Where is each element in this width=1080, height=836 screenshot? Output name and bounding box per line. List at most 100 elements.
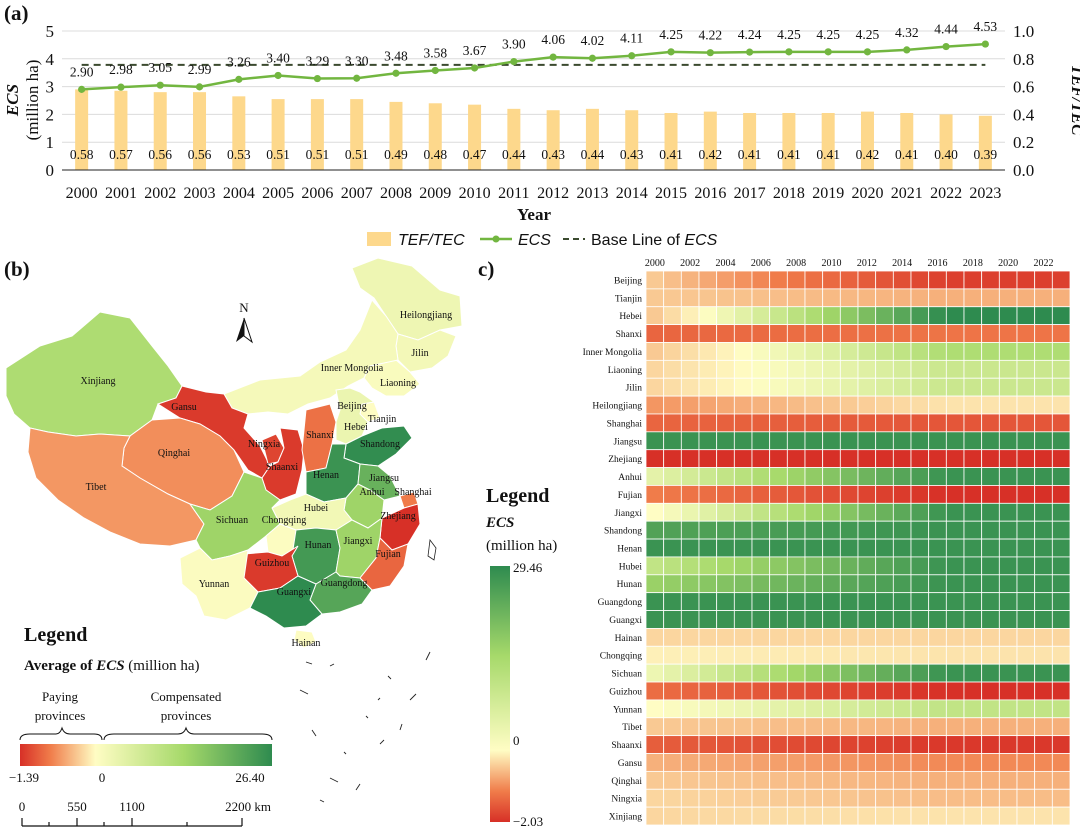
cell-sichuan-2019 (981, 663, 1000, 683)
cell-shanxi-2005 (733, 324, 753, 343)
row-label-jiangxi: Jiangxi (615, 509, 643, 519)
cell-hainan-2012 (857, 628, 877, 647)
cell-fujian-2000 (645, 485, 665, 504)
cell-fujian-2019 (981, 485, 1000, 504)
cell-xinjiang-2003 (698, 806, 718, 826)
ecs-point-2006 (313, 74, 321, 83)
cell-shanxi-2010 (822, 324, 841, 343)
cell-xinjiang-2020 (998, 806, 1018, 826)
south-sea-islands (299, 651, 431, 803)
legend-bar-swatch (367, 232, 391, 246)
cell-yunnan-2008 (786, 699, 806, 719)
cell-zhejiang-2022 (1034, 449, 1053, 468)
cell-chongqing-2005 (733, 645, 753, 665)
x-tick-2010: 2010 (459, 185, 491, 202)
tef-label-2006: 0.51 (306, 147, 330, 162)
cell-hunan-2003 (698, 574, 718, 594)
cell-guizhou-2014 (892, 681, 912, 701)
cell-qinghai-2014 (892, 770, 912, 790)
cell-fujian-2003 (698, 485, 718, 504)
cell-henan-2009 (804, 538, 824, 558)
x-tick-2009: 2009 (419, 185, 451, 202)
province-label-shanxi: Shanxi (306, 430, 334, 441)
row-label-liaoning: Liaoning (608, 366, 643, 376)
cell-yunnan-2016 (928, 699, 947, 719)
cell-guangxi-2008 (786, 610, 806, 629)
cell-jilin-2019 (981, 377, 1000, 397)
cell-beijing-2007 (769, 270, 788, 290)
ecs-label-2012: 4.06 (541, 32, 565, 47)
ecs-point-2015 (667, 48, 675, 56)
cell-hunan-2013 (875, 574, 894, 594)
cell-hunan-2006 (751, 574, 771, 594)
cell-zhejiang-2010 (822, 449, 841, 468)
cell-zhejiang-2014 (892, 449, 912, 468)
cell-beijing-2003 (698, 270, 718, 290)
cell-hebei-2001 (663, 306, 682, 326)
cell-shanghai-2009 (804, 413, 824, 433)
cell-hunan-2022 (1034, 574, 1053, 594)
cell-chongqing-2011 (839, 645, 859, 665)
cell-hunan-2000 (645, 574, 665, 594)
cell-hunan-2023 (1051, 574, 1071, 594)
ecs-point-2001 (117, 83, 125, 91)
cell-henan-2007 (769, 538, 788, 558)
heatmap-row-labels: Beijing Tianjin Hebei Shanxi Inner Mongolia L… (583, 276, 643, 822)
ecs-point-2021 (903, 46, 911, 54)
cell-hubei-2008 (786, 556, 806, 576)
dist-tick-1: 550 (67, 799, 87, 814)
cell-shanghai-2001 (663, 413, 682, 433)
cell-heilongjiang-2009 (804, 395, 824, 415)
bar-2010 (468, 104, 482, 170)
cell-gansu-2023 (1051, 753, 1071, 772)
ecs-label-2011: 3.90 (502, 37, 526, 52)
cell-fujian-2013 (875, 485, 894, 504)
cell-heilongjiang-2017 (945, 395, 965, 415)
cell-hainan-2006 (751, 628, 771, 647)
paying-brace (19, 726, 103, 741)
cell-tianjin-2017 (945, 288, 965, 308)
cell-chongqing-2021 (1016, 645, 1036, 665)
cell-jiangxi-2007 (769, 502, 788, 522)
cell-guangxi-2013 (875, 610, 894, 629)
cell-tibet-2005 (733, 717, 753, 737)
cell-heilongjiang-2007 (769, 395, 788, 415)
ecs-point-2002 (156, 81, 164, 89)
province-label-chongqing: Chongqing (262, 515, 306, 526)
col-label-2010: 2010 (822, 258, 842, 269)
x-tick-2013: 2013 (576, 185, 608, 202)
cell-chongqing-2023 (1051, 645, 1071, 665)
cell-ningxia-2021 (1016, 788, 1036, 808)
cell-anhui-2021 (1016, 467, 1036, 486)
province-label-tianjin: Tianjin (368, 414, 397, 425)
cell-fujian-2011 (839, 485, 859, 504)
cell-gansu-2015 (910, 753, 930, 772)
cell-guangdong-2010 (822, 592, 841, 611)
ecs-label-2000: 2.90 (70, 64, 94, 79)
cell-jiangsu-2021 (1016, 431, 1036, 451)
cell-liaoning-2001 (663, 359, 682, 379)
cell-shaanxi-2019 (981, 735, 1000, 754)
cell-sichuan-2020 (998, 663, 1018, 683)
cell-qinghai-2001 (663, 770, 682, 790)
province-label-liaoning: Liaoning (380, 378, 416, 389)
cell-zhejiang-2017 (945, 449, 965, 468)
cell-inner-mongolia-2012 (857, 342, 877, 361)
x-tick-2022: 2022 (930, 185, 962, 202)
cell-henan-2005 (733, 538, 753, 558)
cell-hunan-2004 (716, 574, 735, 594)
ecs-label-2019: 4.25 (816, 27, 840, 42)
cell-jilin-2000 (645, 377, 665, 397)
cell-jilin-2015 (910, 377, 930, 397)
cell-jilin-2017 (945, 377, 965, 397)
row-label-hunan: Hunan (617, 580, 643, 590)
cell-tianjin-2003 (698, 288, 718, 308)
cell-jiangsu-2017 (945, 431, 965, 451)
ecs-point-2005 (274, 71, 282, 80)
cell-qinghai-2015 (910, 770, 930, 790)
y-tick-1: 1 (46, 133, 55, 152)
cell-jiangxi-2006 (751, 502, 771, 522)
cell-beijing-2020 (998, 270, 1018, 290)
x-tick-2017: 2017 (734, 185, 766, 202)
